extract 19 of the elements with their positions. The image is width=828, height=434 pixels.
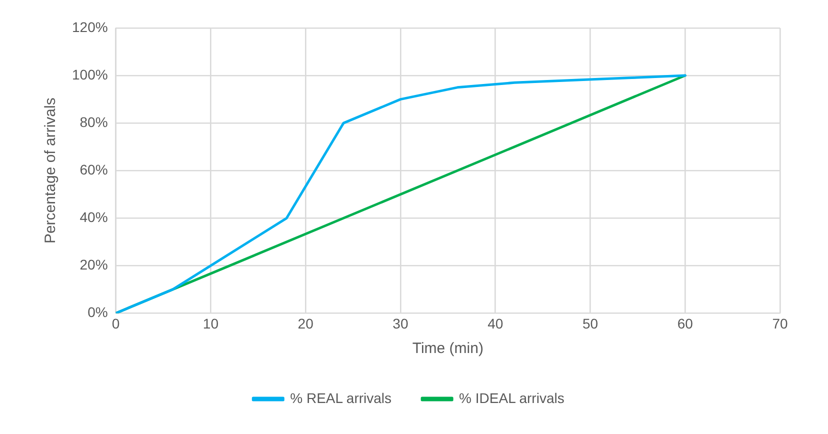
x-tick-label: 60 [677,315,694,332]
x-tick-label: 30 [392,315,408,332]
x-tick-label: 0 [112,315,120,332]
x-axis-title: Time (min) [412,340,484,358]
x-tick-label: 20 [298,315,314,332]
y-tick-label: 0% [88,304,108,320]
legend-label: % REAL arrivals [290,390,392,406]
x-tick-label: 10 [202,315,219,332]
legend-label: % IDEAL arrivals [459,390,564,406]
y-tick-label: 20% [80,256,108,273]
x-tick-label: 40 [488,315,504,332]
y-tick-label: 120% [72,18,108,35]
y-tick-label: 60% [80,161,108,178]
x-tick-label: 50 [582,315,598,332]
x-tick-label: 70 [772,315,788,332]
y-tick-label: 100% [72,66,108,82]
y-tick-label: 80% [80,114,108,130]
y-axis-title: Percentage of arrivals [42,98,60,244]
y-tick-label: 40% [80,208,108,225]
